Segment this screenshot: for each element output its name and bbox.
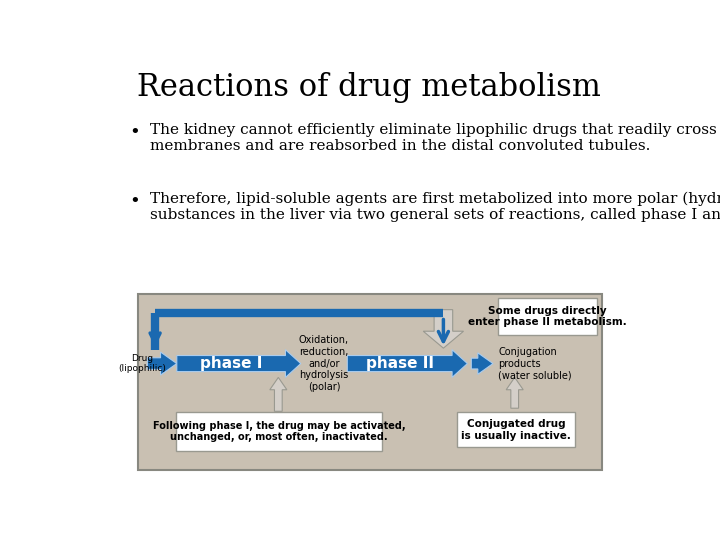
- Text: •: •: [130, 123, 140, 140]
- FancyBboxPatch shape: [498, 298, 597, 335]
- FancyBboxPatch shape: [138, 294, 601, 470]
- Polygon shape: [270, 377, 287, 411]
- Text: •: •: [130, 192, 140, 210]
- Polygon shape: [506, 377, 523, 408]
- Text: phase I: phase I: [200, 356, 262, 371]
- Text: Following phase I, the drug may be activated,
unchanged, or, most often, inactiv: Following phase I, the drug may be activ…: [153, 421, 405, 442]
- Text: Some drugs directly
enter phase II metabolism.: Some drugs directly enter phase II metab…: [468, 306, 626, 327]
- Text: The kidney cannot efficiently eliminate lipophilic drugs that readily cross cell: The kidney cannot efficiently eliminate …: [150, 123, 720, 153]
- Text: Therefore, lipid-soluble agents are first metabolized into more polar (hydrophil: Therefore, lipid-soluble agents are firs…: [150, 192, 720, 222]
- FancyBboxPatch shape: [457, 412, 575, 448]
- Text: Reactions of drug metabolism: Reactions of drug metabolism: [137, 72, 601, 103]
- Polygon shape: [472, 353, 493, 374]
- Polygon shape: [177, 350, 301, 377]
- Text: Conjugated drug
is usually inactive.: Conjugated drug is usually inactive.: [462, 419, 571, 441]
- FancyBboxPatch shape: [176, 412, 382, 450]
- Text: phase II: phase II: [366, 356, 433, 371]
- Text: Oxidation,
reduction,
and/or
hydrolysis
(polar): Oxidation, reduction, and/or hydrolysis …: [299, 335, 349, 391]
- Polygon shape: [423, 309, 464, 348]
- Text: Drug
(lipophilic): Drug (lipophilic): [118, 354, 166, 373]
- Polygon shape: [148, 352, 177, 375]
- Text: Conjugation
products
(water soluble): Conjugation products (water soluble): [498, 347, 572, 380]
- Polygon shape: [347, 350, 467, 377]
